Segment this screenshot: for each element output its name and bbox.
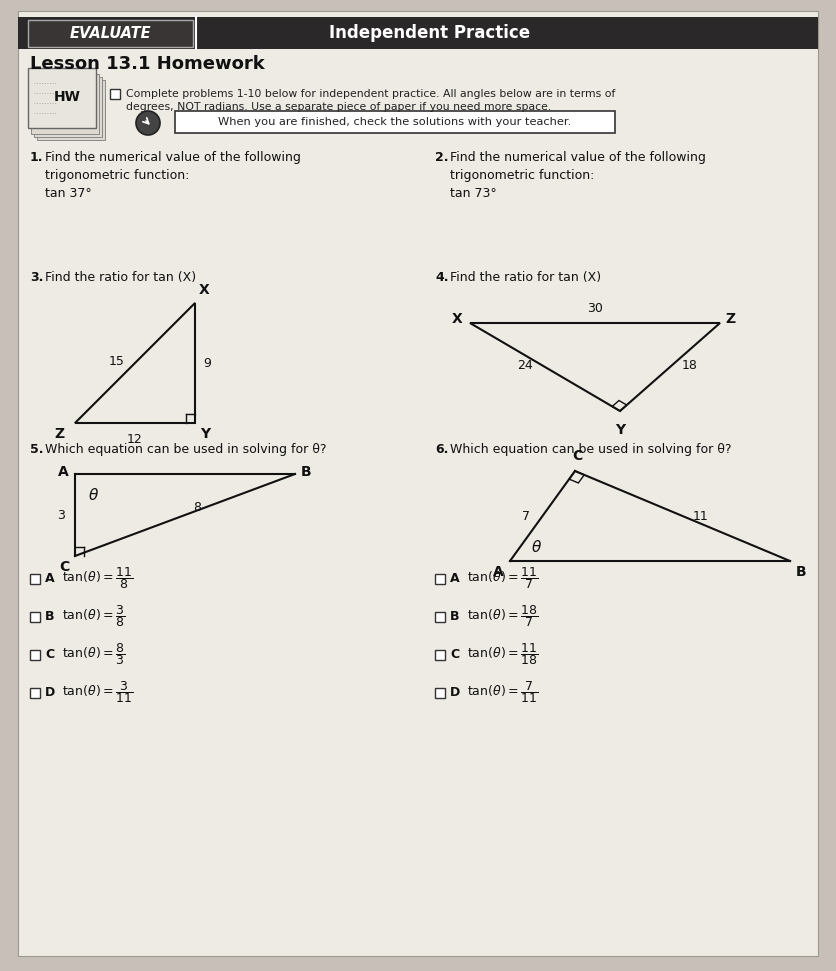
Text: 3.: 3. — [30, 271, 43, 284]
Text: 6.: 6. — [435, 443, 448, 456]
Bar — [30, 688, 40, 698]
Text: X: X — [451, 312, 461, 326]
Text: HW: HW — [54, 90, 80, 104]
Text: Lesson 13.1 Homework: Lesson 13.1 Homework — [30, 55, 264, 73]
FancyBboxPatch shape — [31, 74, 99, 134]
Text: A: A — [59, 465, 69, 479]
Text: θ: θ — [89, 488, 99, 503]
Text: 4.: 4. — [435, 271, 448, 284]
Text: 1.: 1. — [30, 151, 43, 164]
Text: $\tan(\theta) = \dfrac{8}{3}$: $\tan(\theta) = \dfrac{8}{3}$ — [62, 641, 125, 667]
Bar — [435, 688, 445, 698]
Ellipse shape — [135, 111, 160, 135]
Text: Y: Y — [200, 427, 210, 441]
Text: A: A — [45, 572, 54, 585]
Text: Y: Y — [614, 423, 624, 437]
Text: B: B — [795, 565, 806, 579]
FancyBboxPatch shape — [28, 68, 96, 128]
Text: Which equation can be used in solving for θ?: Which equation can be used in solving fo… — [450, 443, 731, 456]
Text: Z: Z — [724, 312, 734, 326]
Text: Find the ratio for tan (X): Find the ratio for tan (X) — [450, 271, 600, 284]
Text: 7: 7 — [522, 510, 530, 522]
Text: C: C — [571, 449, 581, 463]
Text: D: D — [450, 686, 460, 698]
Text: 15: 15 — [109, 354, 125, 367]
Text: B: B — [45, 610, 54, 622]
Bar — [110, 89, 120, 99]
Text: C: C — [450, 648, 459, 660]
Text: 5.: 5. — [30, 443, 43, 456]
FancyBboxPatch shape — [34, 77, 102, 137]
Text: B: B — [450, 610, 459, 622]
Text: C: C — [45, 648, 54, 660]
Bar — [28, 20, 193, 47]
Text: $\tan(\theta) = \dfrac{3}{8}$: $\tan(\theta) = \dfrac{3}{8}$ — [62, 603, 125, 629]
Text: Independent Practice: Independent Practice — [329, 24, 530, 42]
Text: A: A — [492, 565, 503, 579]
Text: 9: 9 — [203, 356, 211, 370]
Bar — [435, 612, 445, 622]
Text: $\tan(\theta) = \dfrac{3}{11}$: $\tan(\theta) = \dfrac{3}{11}$ — [62, 679, 133, 705]
Text: When you are finished, check the solutions with your teacher.: When you are finished, check the solutio… — [218, 117, 571, 127]
Bar — [18, 17, 817, 49]
Bar — [175, 111, 614, 133]
Text: $\tan(\theta) = \dfrac{11}{8}$: $\tan(\theta) = \dfrac{11}{8}$ — [62, 565, 133, 591]
Text: 11: 11 — [691, 510, 707, 522]
Text: EVALUATE: EVALUATE — [70, 25, 151, 41]
Bar — [435, 574, 445, 584]
Text: 18: 18 — [681, 358, 697, 372]
FancyBboxPatch shape — [18, 11, 817, 956]
Text: 2.: 2. — [435, 151, 448, 164]
Text: B: B — [301, 465, 311, 479]
Text: 12: 12 — [127, 433, 143, 446]
Text: Z: Z — [55, 427, 65, 441]
Text: D: D — [45, 686, 55, 698]
Text: A: A — [450, 572, 459, 585]
Bar — [435, 650, 445, 660]
Bar — [30, 574, 40, 584]
Text: Complete problems 1-10 below for independent practice. All angles below are in t: Complete problems 1-10 below for indepen… — [126, 89, 614, 113]
Bar — [30, 612, 40, 622]
Text: X: X — [199, 283, 210, 297]
Text: $\tan(\theta) = \dfrac{7}{11}$: $\tan(\theta) = \dfrac{7}{11}$ — [466, 679, 538, 705]
FancyBboxPatch shape — [37, 80, 104, 140]
Text: C: C — [59, 560, 70, 574]
Bar — [30, 650, 40, 660]
Text: Find the ratio for tan (X): Find the ratio for tan (X) — [45, 271, 196, 284]
Text: 24: 24 — [517, 358, 533, 372]
Text: 8: 8 — [193, 500, 201, 514]
Text: Find the numerical value of the following
trigonometric function:
tan 37°: Find the numerical value of the followin… — [45, 151, 300, 200]
Text: $\tan(\theta) = \dfrac{11}{7}$: $\tan(\theta) = \dfrac{11}{7}$ — [466, 565, 538, 591]
Text: Find the numerical value of the following
trigonometric function:
tan 73°: Find the numerical value of the followin… — [450, 151, 705, 200]
Text: 30: 30 — [586, 302, 602, 315]
Text: θ: θ — [532, 540, 541, 555]
Text: Which equation can be used in solving for θ?: Which equation can be used in solving fo… — [45, 443, 326, 456]
Text: 3: 3 — [57, 509, 65, 521]
Text: $\tan(\theta) = \dfrac{11}{18}$: $\tan(\theta) = \dfrac{11}{18}$ — [466, 641, 538, 667]
Text: $\tan(\theta) = \dfrac{18}{7}$: $\tan(\theta) = \dfrac{18}{7}$ — [466, 603, 538, 629]
